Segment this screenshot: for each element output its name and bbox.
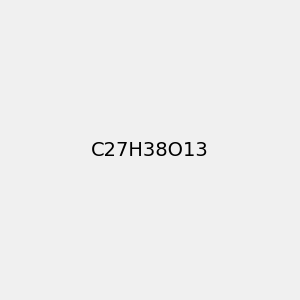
Text: C27H38O13: C27H38O13	[91, 140, 209, 160]
